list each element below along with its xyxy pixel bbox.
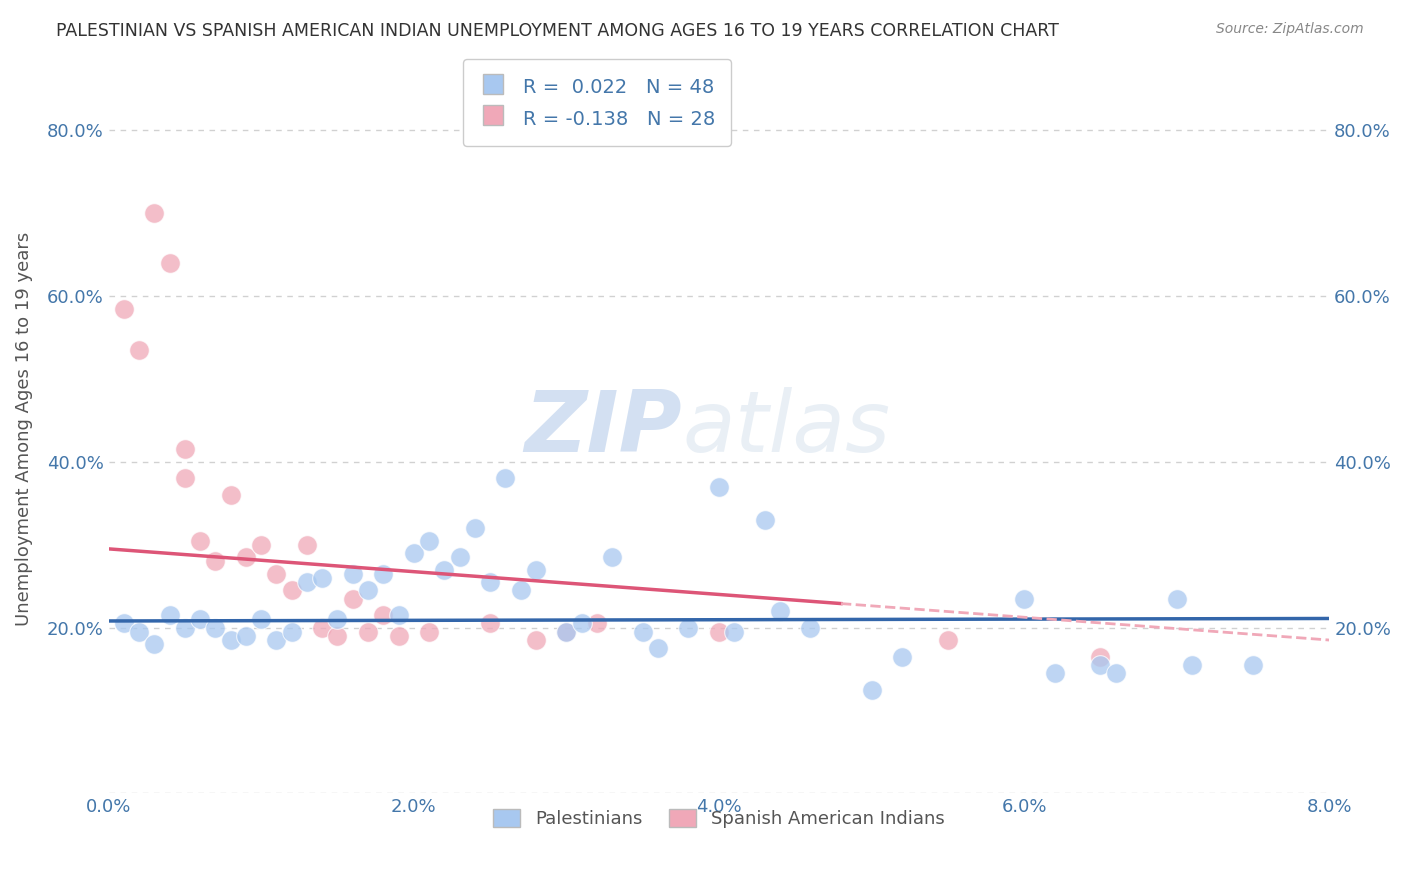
Point: [204, 621, 226, 635]
Point: [1241, 657, 1264, 672]
Point: [418, 533, 440, 548]
Point: [860, 682, 883, 697]
Point: [1090, 649, 1112, 664]
Point: [204, 554, 226, 568]
Point: [373, 566, 395, 581]
Point: [266, 633, 288, 648]
Point: [723, 624, 745, 639]
Point: [188, 612, 211, 626]
Text: ZIP: ZIP: [524, 387, 682, 470]
Point: [266, 566, 288, 581]
Point: [235, 629, 257, 643]
Point: [936, 633, 959, 648]
Point: [159, 256, 181, 270]
Point: [707, 480, 730, 494]
Point: [174, 471, 197, 485]
Point: [769, 604, 792, 618]
Point: [250, 538, 273, 552]
Point: [631, 624, 654, 639]
Point: [326, 612, 349, 626]
Point: [494, 471, 516, 485]
Point: [479, 574, 502, 589]
Point: [387, 629, 409, 643]
Point: [600, 550, 623, 565]
Point: [280, 624, 302, 639]
Point: [188, 533, 211, 548]
Point: [555, 624, 578, 639]
Point: [449, 550, 471, 565]
Point: [219, 633, 242, 648]
Point: [311, 571, 333, 585]
Point: [1043, 666, 1066, 681]
Point: [174, 442, 197, 457]
Point: [586, 616, 609, 631]
Point: [128, 624, 150, 639]
Point: [357, 624, 380, 639]
Point: [678, 621, 700, 635]
Point: [1012, 591, 1035, 606]
Point: [464, 521, 486, 535]
Point: [1104, 666, 1126, 681]
Point: [250, 612, 273, 626]
Point: [311, 621, 333, 635]
Point: [143, 206, 166, 220]
Point: [387, 608, 409, 623]
Point: [524, 563, 547, 577]
Point: [295, 574, 318, 589]
Point: [571, 616, 593, 631]
Point: [647, 641, 669, 656]
Point: [754, 513, 776, 527]
Point: [326, 629, 349, 643]
Point: [1090, 657, 1112, 672]
Point: [235, 550, 257, 565]
Point: [433, 563, 456, 577]
Text: atlas: atlas: [682, 387, 890, 470]
Point: [402, 546, 425, 560]
Point: [799, 621, 821, 635]
Point: [891, 649, 914, 664]
Point: [219, 488, 242, 502]
Legend: Palestinians, Spanish American Indians: Palestinians, Spanish American Indians: [486, 802, 952, 836]
Point: [524, 633, 547, 648]
Point: [342, 591, 364, 606]
Point: [112, 301, 135, 316]
Point: [1181, 657, 1204, 672]
Point: [373, 608, 395, 623]
Point: [555, 624, 578, 639]
Point: [112, 616, 135, 631]
Point: [128, 343, 150, 357]
Point: [357, 583, 380, 598]
Point: [1166, 591, 1188, 606]
Point: [418, 624, 440, 639]
Point: [295, 538, 318, 552]
Point: [509, 583, 531, 598]
Point: [159, 608, 181, 623]
Point: [143, 637, 166, 651]
Y-axis label: Unemployment Among Ages 16 to 19 years: Unemployment Among Ages 16 to 19 years: [15, 232, 32, 626]
Point: [174, 621, 197, 635]
Point: [479, 616, 502, 631]
Text: Source: ZipAtlas.com: Source: ZipAtlas.com: [1216, 22, 1364, 37]
Point: [707, 624, 730, 639]
Text: PALESTINIAN VS SPANISH AMERICAN INDIAN UNEMPLOYMENT AMONG AGES 16 TO 19 YEARS CO: PALESTINIAN VS SPANISH AMERICAN INDIAN U…: [56, 22, 1059, 40]
Point: [280, 583, 302, 598]
Point: [342, 566, 364, 581]
